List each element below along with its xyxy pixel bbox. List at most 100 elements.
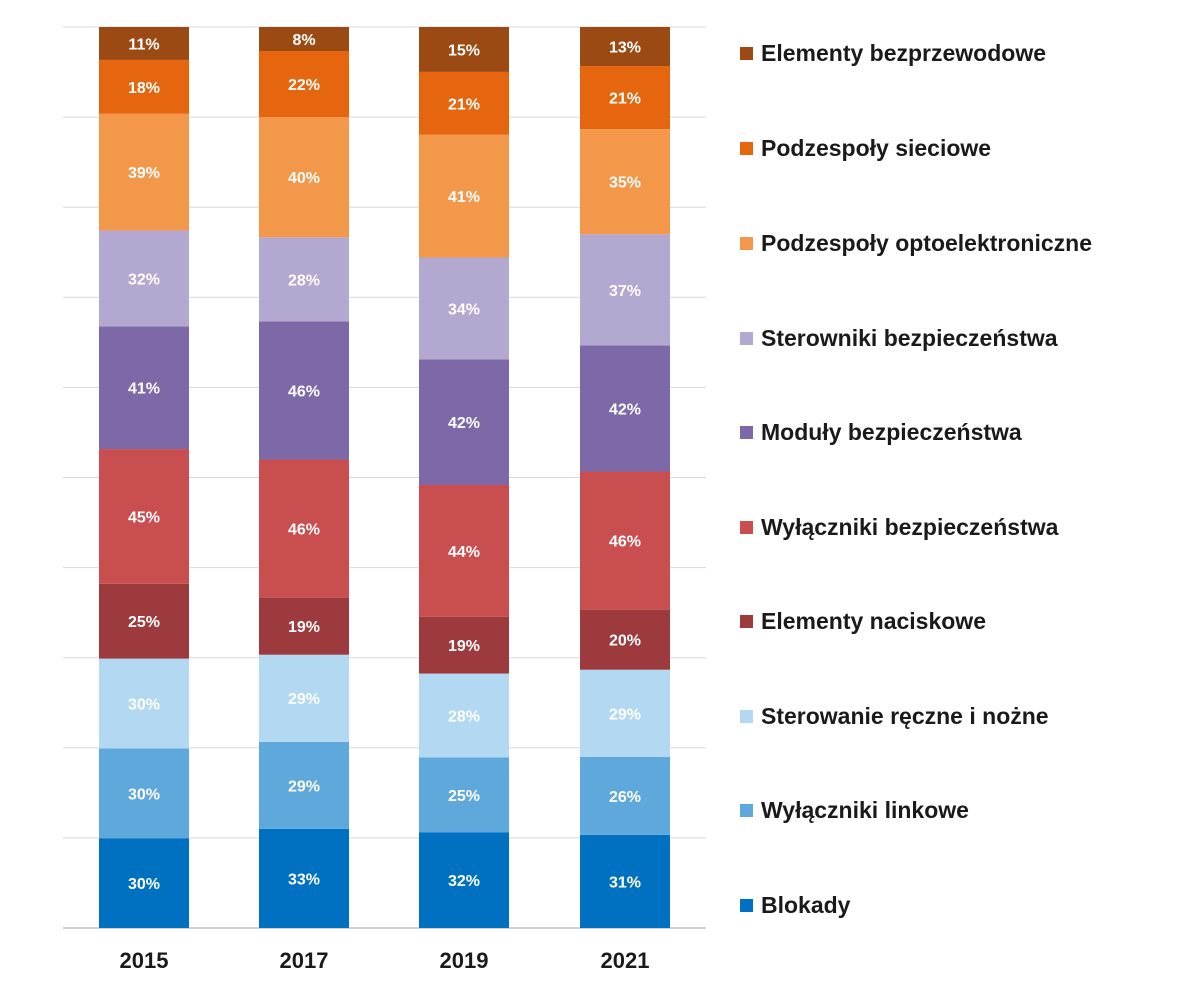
stacked-bar-chart: 30% 30% 30% 25% 45% 41% 32% 39% 18% 11% 2015 33% 29%… bbox=[63, 26, 706, 973]
data-label: 30% bbox=[128, 786, 160, 803]
data-label: 41% bbox=[128, 381, 160, 398]
bar-segment bbox=[259, 654, 349, 742]
bar-segment bbox=[419, 134, 509, 258]
legend-swatch bbox=[740, 521, 753, 534]
legend-swatch bbox=[740, 237, 753, 250]
bar-segment bbox=[580, 345, 670, 472]
legend-swatch bbox=[740, 710, 753, 723]
bar-segment bbox=[99, 838, 189, 928]
bar-segment bbox=[580, 669, 670, 757]
legend-label: Podzespoły sieciowe bbox=[761, 135, 992, 161]
data-label: 22% bbox=[288, 77, 320, 94]
x-tick-label: 2019 bbox=[440, 948, 489, 973]
data-label: 29% bbox=[288, 778, 320, 795]
data-label: 42% bbox=[448, 415, 480, 432]
data-label: 42% bbox=[609, 401, 641, 418]
legend-item: Elementy naciskowe bbox=[740, 608, 986, 635]
data-label: 28% bbox=[448, 708, 480, 725]
bar-segment bbox=[580, 27, 670, 67]
data-label: 40% bbox=[288, 170, 320, 187]
bar-segment bbox=[259, 117, 349, 238]
data-label: 46% bbox=[609, 534, 641, 551]
legend-swatch bbox=[740, 899, 753, 912]
legend-swatch bbox=[740, 332, 753, 345]
legend-item: Moduły bezpieczeństwa bbox=[740, 419, 1022, 446]
bar-segment bbox=[259, 51, 349, 118]
legend-item: Wyłączniki linkowe bbox=[740, 797, 969, 824]
data-label: 21% bbox=[448, 96, 480, 113]
legend-item: Sterowniki bezpieczeństwa bbox=[740, 325, 1058, 352]
data-label: 33% bbox=[288, 871, 320, 888]
bar-segment bbox=[99, 230, 189, 327]
data-label: 13% bbox=[609, 40, 641, 57]
bar-segment bbox=[419, 832, 509, 928]
bar-segment bbox=[99, 27, 189, 60]
chart-legend: Elementy bezprzewodowe Podzespoły sieciow… bbox=[740, 0, 1190, 1000]
data-label: 25% bbox=[128, 614, 160, 631]
data-label: 37% bbox=[609, 283, 641, 300]
data-label: 32% bbox=[128, 271, 160, 288]
data-label: 26% bbox=[609, 789, 641, 806]
data-label: 35% bbox=[609, 175, 641, 192]
data-label: 39% bbox=[128, 165, 160, 182]
bar-segment bbox=[580, 756, 670, 835]
x-tick-label: 2021 bbox=[601, 948, 650, 973]
legend-item: Podzespoły optoelektroniczne bbox=[740, 230, 1092, 257]
data-label: 8% bbox=[292, 32, 315, 49]
bar-segment bbox=[419, 257, 509, 360]
data-label: 25% bbox=[448, 788, 480, 805]
legend-label: Podzespoły optoelektroniczne bbox=[761, 230, 1092, 256]
legend-swatch bbox=[740, 47, 753, 60]
bar-segment bbox=[580, 66, 670, 130]
x-tick-label: 2017 bbox=[280, 948, 329, 973]
data-label: 20% bbox=[609, 633, 641, 650]
data-label: 28% bbox=[288, 272, 320, 289]
bar-segment bbox=[259, 741, 349, 829]
data-label: 30% bbox=[128, 876, 160, 893]
legend-item: Wyłączniki bezpieczeństwa bbox=[740, 514, 1058, 541]
legend-label: Wyłączniki bezpieczeństwa bbox=[761, 514, 1059, 540]
bar-segment bbox=[259, 237, 349, 322]
data-label: 46% bbox=[288, 383, 320, 400]
bar-segment bbox=[99, 583, 189, 659]
bar-segment bbox=[580, 834, 670, 928]
legend-label: Sterowniki bezpieczeństwa bbox=[761, 325, 1058, 351]
bar-segment bbox=[99, 449, 189, 584]
data-label: 18% bbox=[128, 80, 160, 97]
bar-segment bbox=[259, 828, 349, 928]
bar-segment bbox=[99, 113, 189, 231]
legend-swatch bbox=[740, 804, 753, 817]
x-tick-label: 2015 bbox=[120, 948, 169, 973]
data-label: 30% bbox=[128, 696, 160, 713]
bar-segment bbox=[99, 59, 189, 114]
legend-label: Sterowanie ręczne i nożne bbox=[761, 703, 1049, 729]
legend-label: Elementy naciskowe bbox=[761, 608, 986, 634]
legend-label: Moduły bezpieczeństwa bbox=[761, 419, 1022, 445]
legend-label: Elementy bezprzewodowe bbox=[761, 40, 1047, 66]
bar-segment bbox=[259, 27, 349, 52]
bar-segment bbox=[580, 609, 670, 670]
legend-swatch bbox=[740, 615, 753, 628]
data-label: 11% bbox=[128, 36, 159, 53]
data-label: 46% bbox=[288, 522, 320, 539]
data-label: 29% bbox=[288, 691, 320, 708]
data-label: 41% bbox=[448, 189, 480, 206]
bar-segment bbox=[419, 484, 509, 617]
data-label: 31% bbox=[609, 874, 641, 891]
bar-segment bbox=[419, 359, 509, 485]
bar-segment bbox=[99, 326, 189, 450]
bar-segment bbox=[580, 234, 670, 346]
bar-segment bbox=[259, 321, 349, 460]
data-label: 44% bbox=[448, 544, 480, 561]
bar-segment bbox=[419, 71, 509, 135]
legend-label: Blokady bbox=[761, 892, 851, 918]
data-label: 15% bbox=[448, 42, 480, 59]
data-label: 45% bbox=[128, 509, 160, 526]
bar-segment bbox=[259, 597, 349, 655]
data-label: 34% bbox=[448, 301, 480, 318]
bar-segment bbox=[419, 673, 509, 758]
data-label: 32% bbox=[448, 873, 480, 890]
bar-segment bbox=[419, 27, 509, 72]
legend-item: Podzespoły sieciowe bbox=[740, 135, 991, 162]
legend-item: Sterowanie ręczne i nożne bbox=[740, 703, 1049, 730]
